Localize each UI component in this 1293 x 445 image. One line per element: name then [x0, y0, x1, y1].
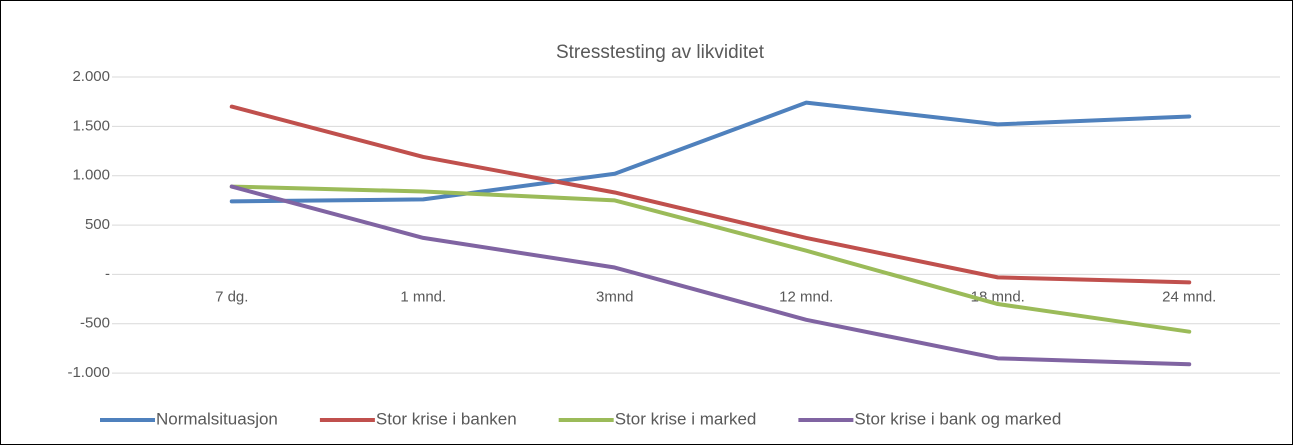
- series-line: [229, 184, 1192, 334]
- y-tick-label: 1.500: [72, 117, 110, 134]
- x-tick-label: 12 mnd.: [779, 288, 833, 305]
- y-tick-label: 1.000: [72, 167, 110, 184]
- series-line: [229, 184, 1192, 367]
- y-tick-label: -: [105, 265, 110, 282]
- series-line: [229, 104, 1192, 285]
- series-line: [229, 100, 1192, 204]
- legend-label: Stor krise i banken: [376, 409, 517, 428]
- x-tick-label: 1 mnd.: [400, 288, 446, 305]
- x-tick-label: 3mnd: [596, 288, 634, 305]
- y-tick-label: 500: [85, 216, 110, 233]
- legend-label: Stor krise i marked: [615, 409, 757, 428]
- y-tick-label: 2.000: [72, 68, 110, 85]
- legend-label: Stor krise i bank og marked: [854, 409, 1061, 428]
- chart-title: Stresstesting av likviditet: [556, 42, 765, 63]
- y-tick-label: -1.000: [67, 364, 110, 381]
- x-tick-label: 7 dg.: [215, 288, 248, 305]
- x-tick-label: 24 mnd.: [1162, 288, 1216, 305]
- y-tick-label: -500: [80, 315, 110, 332]
- legend-label: Normalsituasjon: [156, 409, 278, 428]
